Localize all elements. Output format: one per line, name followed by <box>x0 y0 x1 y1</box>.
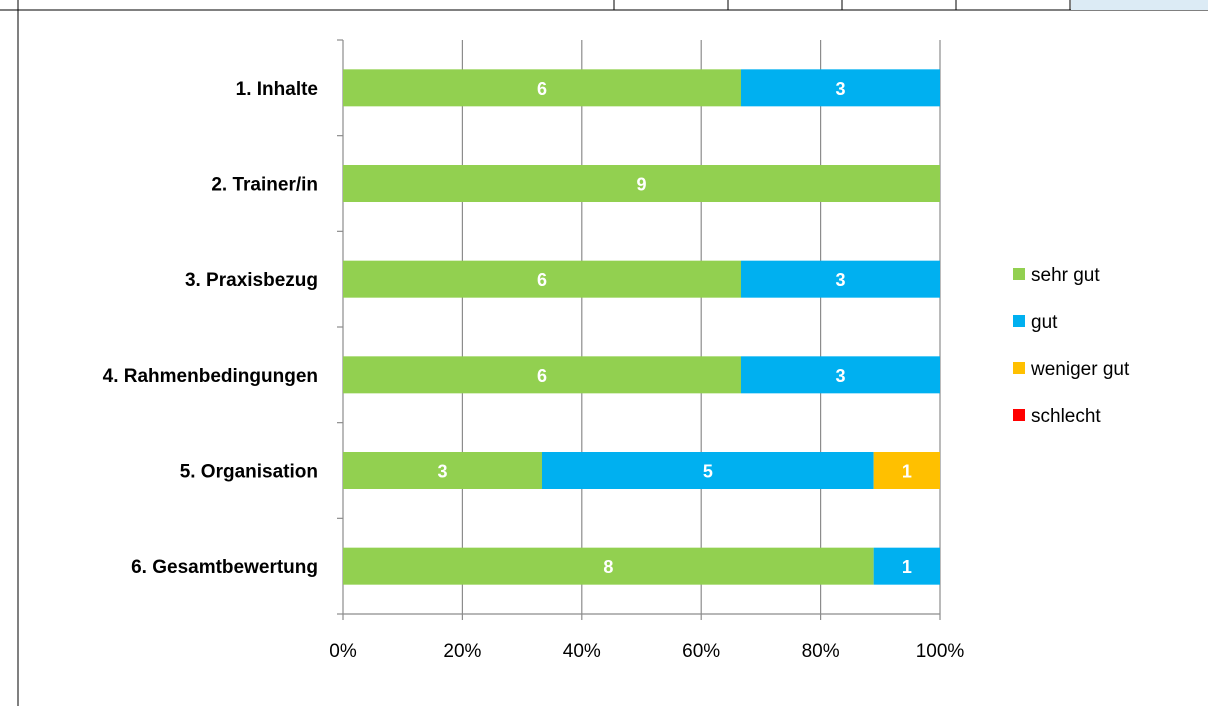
legend-swatch <box>1013 268 1025 280</box>
x-tick-label: 40% <box>563 641 601 662</box>
bar-segment <box>873 547 940 585</box>
legend-swatch <box>1013 362 1025 374</box>
x-tick-label: 80% <box>802 641 840 662</box>
legend: sehr gut gut weniger gut schlecht <box>1013 265 1130 427</box>
data-label: 3 <box>835 79 845 99</box>
bar-segment <box>343 547 874 585</box>
bar-segment <box>343 69 741 107</box>
data-label: 3 <box>437 462 447 482</box>
legend-label: gut <box>1031 312 1058 333</box>
data-label: 5 <box>703 462 713 482</box>
data-label: 6 <box>537 366 547 386</box>
bar-segment <box>741 356 940 394</box>
bar-segment <box>343 260 741 298</box>
bar-segment <box>741 69 940 107</box>
category-labels: 1. Inhalte 2. Trainer/in 3. Praxisbezug 4. … <box>103 79 318 578</box>
legend-swatch <box>1013 315 1025 327</box>
bar-segment <box>343 356 741 394</box>
bar-segment <box>343 165 940 202</box>
legend-label: weniger gut <box>1030 359 1130 380</box>
data-label: 1 <box>902 557 912 577</box>
legend-label: sehr gut <box>1031 265 1100 286</box>
category-label: 1. Inhalte <box>236 79 318 100</box>
category-label: 4. Rahmenbedingungen <box>103 366 318 387</box>
category-label: 6. Gesamtbewertung <box>131 557 318 578</box>
x-tick-labels: 0% 20% 40% 60% 80% 100% <box>329 641 964 662</box>
x-tick-label: 60% <box>682 641 720 662</box>
data-label: 8 <box>603 557 613 577</box>
x-tick-label: 100% <box>916 641 965 662</box>
data-label: 1 <box>902 462 912 482</box>
data-label: 6 <box>537 270 547 290</box>
data-label: 9 <box>636 175 646 195</box>
x-tick-label: 20% <box>443 641 481 662</box>
bar-segment <box>542 452 874 489</box>
bars-group: 6 3 9 6 3 6 3 3 5 1 8 1 <box>343 69 940 585</box>
bar-segment <box>343 452 542 489</box>
table-cell-shaded <box>1071 0 1208 10</box>
x-tick-label: 0% <box>329 641 357 662</box>
data-label: 3 <box>835 270 845 290</box>
category-label: 3. Praxisbezug <box>185 270 318 291</box>
grid-lines <box>342 40 941 620</box>
legend-label: schlecht <box>1031 406 1101 427</box>
bar-segment <box>741 260 940 298</box>
data-label: 3 <box>835 366 845 386</box>
category-axis <box>337 39 344 615</box>
legend-swatch <box>1013 409 1025 421</box>
category-label: 2. Trainer/in <box>211 175 318 196</box>
bar-segment <box>873 452 940 489</box>
category-label: 5. Organisation <box>180 462 318 483</box>
data-label: 6 <box>537 79 547 99</box>
